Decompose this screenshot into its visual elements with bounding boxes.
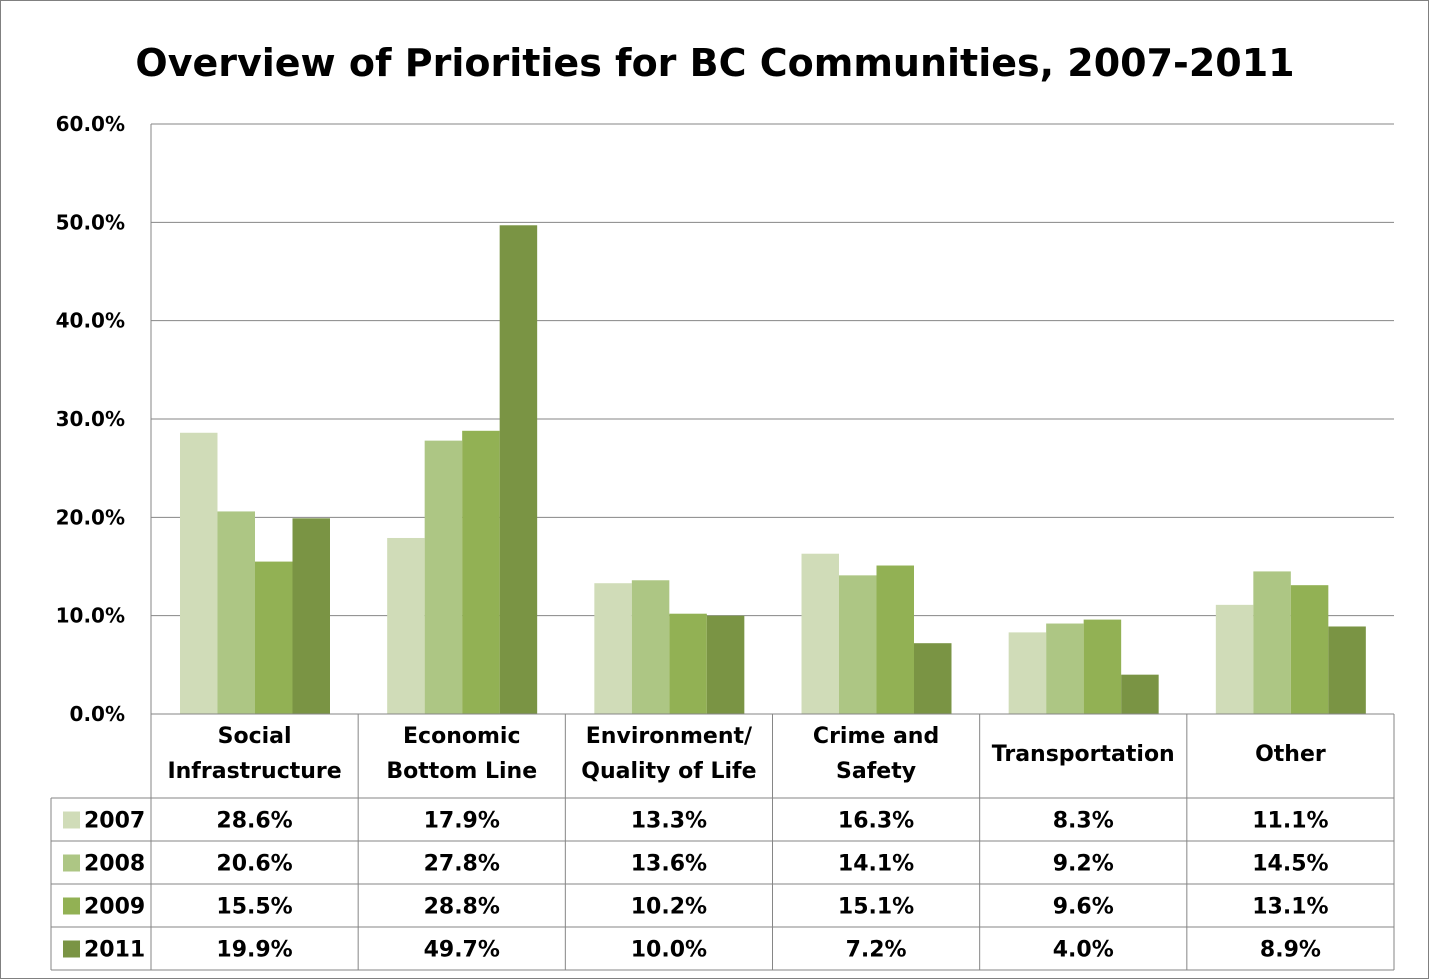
table-cell-value: 19.9% [216,938,292,963]
bar-2009-4 [1083,619,1122,714]
gridlines [151,123,1394,715]
y-tick-label: 30.0% [56,407,125,431]
table-cell-value: 14.5% [1252,852,1328,877]
data-table: Social Infrastructure Economic Bottom Line E… [50,124,1395,971]
bar-2011-4 [1121,674,1159,714]
table-cell-value: 27.8% [424,852,500,877]
chart-title: Overview of Priorities for BC Communitie… [135,41,1294,85]
bar-2009-0 [255,561,293,714]
category-label: Other [1255,742,1326,767]
table-cell-value: 11.1% [1252,809,1328,834]
bar-2011-0 [292,518,330,714]
table-cell-value: 10.0% [631,938,707,963]
bar-2009-2 [669,613,707,714]
bar-2011-5 [1328,626,1366,714]
legend-label: 2009 [84,895,145,920]
bar-2007-1 [387,537,425,714]
bar-2008-0 [217,511,255,714]
table-cell-value: 49.7% [424,938,500,963]
bar-2011-2 [706,615,745,714]
table-cell-value: 10.2% [631,895,707,920]
table-cell-value: 9.2% [1053,852,1114,877]
bar-2008-3 [839,575,877,714]
legend-swatch-2008 [63,854,80,872]
legend-swatch-2009 [63,897,80,915]
table-cell-value: 13.3% [631,809,707,834]
table-cell-value: 4.0% [1053,938,1114,963]
bar-2007-2 [594,583,632,714]
table-cell-value: 20.6% [216,852,292,877]
table-cell-value: 9.6% [1053,895,1114,920]
table-cell-value: 7.2% [846,938,907,963]
axes: 0.0% 10.0% 20.0% 30.0% 40.0% 50.0% 60.0% [56,112,125,726]
table-cell-value: 16.3% [838,809,914,834]
category-label: Social Infrastructure [167,724,341,784]
table-cell-value: 13.1% [1252,895,1328,920]
table-cell-value: 28.6% [216,809,292,834]
table-cell-value: 8.3% [1053,809,1114,834]
y-tick-label: 20.0% [56,505,125,529]
legend-swatch-2007 [63,811,80,829]
category-label: Environment/Quality of Life [581,724,756,784]
y-tick-label: 60.0% [56,112,125,136]
bar-2011-1 [499,225,538,715]
table-cell-value: 28.8% [424,895,500,920]
bars [180,225,1366,715]
bar-2007-3 [801,553,839,714]
category-label: Crime and Safety [813,724,939,784]
bar-2011-3 [914,643,952,714]
table-cell-value: 14.1% [838,852,914,877]
category-label: Transportation [992,742,1175,767]
table-cell-value: 17.9% [424,809,500,834]
table-cell-value: 15.5% [216,895,292,920]
bar-2007-5 [1215,604,1254,714]
bar-2008-5 [1253,571,1291,714]
bar-2009-5 [1290,585,1329,714]
bar-2009-3 [876,565,914,714]
y-tick-label: 40.0% [56,309,125,333]
category-label: Economic Bottom Line [386,724,537,784]
bar-2007-0 [180,432,218,714]
bar-2008-1 [424,440,463,714]
legend-label: 2008 [84,852,145,877]
bar-2007-4 [1008,632,1047,714]
bar-2009-1 [462,430,500,714]
legend-label: 2007 [84,809,145,834]
y-tick-label: 10.0% [56,604,125,628]
table-cell-value: 15.1% [838,895,914,920]
table-cell-value: 8.9% [1260,938,1321,963]
y-tick-label: 50.0% [56,210,125,234]
legend-swatch-2011 [63,940,80,958]
bar-2008-2 [631,580,670,714]
bar-2008-4 [1046,623,1084,714]
legend-label: 2011 [84,938,145,963]
y-tick-label: 0.0% [70,702,125,726]
table-cell-value: 13.6% [631,852,707,877]
